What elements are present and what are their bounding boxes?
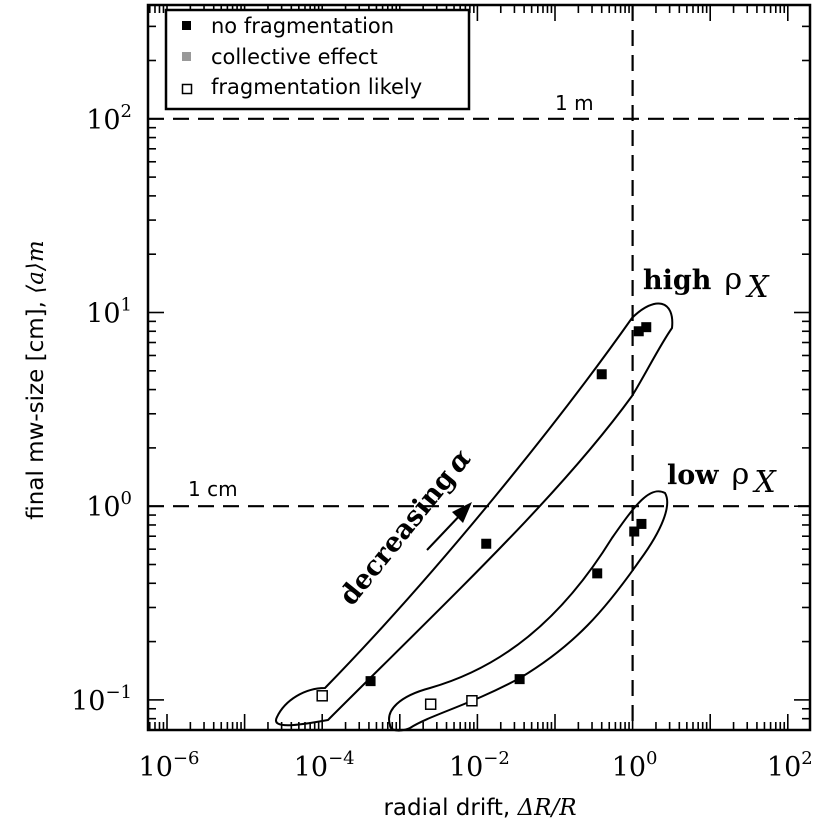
- filled-square-point: [596, 369, 607, 380]
- low-label: low: [667, 460, 719, 491]
- rho-subscript: X: [745, 270, 770, 305]
- high-rho-label: high ρ X: [643, 262, 770, 305]
- legend-marker-fragmentation-likely: [181, 83, 193, 95]
- low-rho-region: [388, 490, 669, 732]
- x-tick-label: 100: [612, 748, 658, 783]
- filled-square-point: [633, 326, 644, 337]
- y-axis-title: final mw-size [cm], ⟨a⟩m: [23, 240, 49, 519]
- filled-square-point: [514, 674, 525, 685]
- reference-lines: [148, 5, 810, 730]
- filled-square-point: [629, 526, 640, 537]
- x-axis-title-text: radial drift,: [383, 795, 517, 821]
- y-tick-label: 10−1: [71, 682, 132, 717]
- svg-text:decreasing α: decreasing α: [333, 443, 478, 611]
- ref-label-1m: 1 m: [555, 91, 594, 115]
- x-axis-title-math: ΔR/R: [517, 795, 577, 821]
- open-square-point: [466, 694, 478, 707]
- x-tick-label: 10−2: [449, 748, 510, 783]
- legend: no fragmentation collective effect fragm…: [164, 8, 471, 111]
- x-tick-label: 10−4: [294, 748, 355, 783]
- y-axis-title-math: ⟨a⟩m: [23, 240, 49, 293]
- filled-square-point: [641, 322, 652, 333]
- filled-square-point: [365, 676, 376, 687]
- legend-marker-collective-effect: [182, 52, 191, 61]
- filled-square-point: [636, 518, 647, 529]
- y-tick-label: 101: [86, 295, 132, 330]
- x-tick-label: 10−6: [139, 748, 200, 783]
- rho-symbol: ρ: [725, 262, 743, 297]
- legend-marker-no-fragmentation: [182, 21, 191, 30]
- data-points: [316, 322, 652, 710]
- legend-box: [164, 8, 471, 111]
- tick-labels: 10−6 10−4 10−2 100 102 10−1 100 101 102: [71, 101, 813, 783]
- high-label: high: [643, 265, 712, 296]
- rho-symbol: ρ: [732, 457, 750, 492]
- legend-label-no-fragmentation: no fragmentation: [211, 14, 394, 38]
- open-square-point: [424, 698, 437, 710]
- plot-frame: [146, 3, 812, 732]
- y-tick-label: 102: [86, 101, 132, 136]
- legend-label-fragmentation-likely: fragmentation likely: [211, 75, 422, 99]
- low-rho-label: low ρ X: [667, 457, 777, 500]
- y-axis-title-text: final mw-size [cm],: [23, 294, 49, 520]
- high-rho-region: [274, 302, 674, 727]
- rho-subscript: X: [752, 465, 777, 500]
- arrow-head: [452, 502, 472, 523]
- x-axis-title: radial drift, ΔR/R: [383, 795, 576, 821]
- ref-label-1cm: 1 cm: [188, 477, 238, 501]
- decreasing-alpha-annotation: decreasing α: [333, 443, 478, 611]
- x-tick-label: 102: [767, 748, 813, 783]
- open-square-point: [316, 690, 328, 702]
- filled-square-point: [592, 568, 603, 579]
- legend-label-collective-effect: collective effect: [211, 45, 378, 69]
- filled-square-point: [481, 538, 492, 549]
- y-tick-label: 100: [86, 488, 132, 523]
- arrow-label: decreasing: [333, 463, 461, 611]
- axis-ticks: [148, 5, 810, 731]
- grouping-regions: [274, 302, 674, 732]
